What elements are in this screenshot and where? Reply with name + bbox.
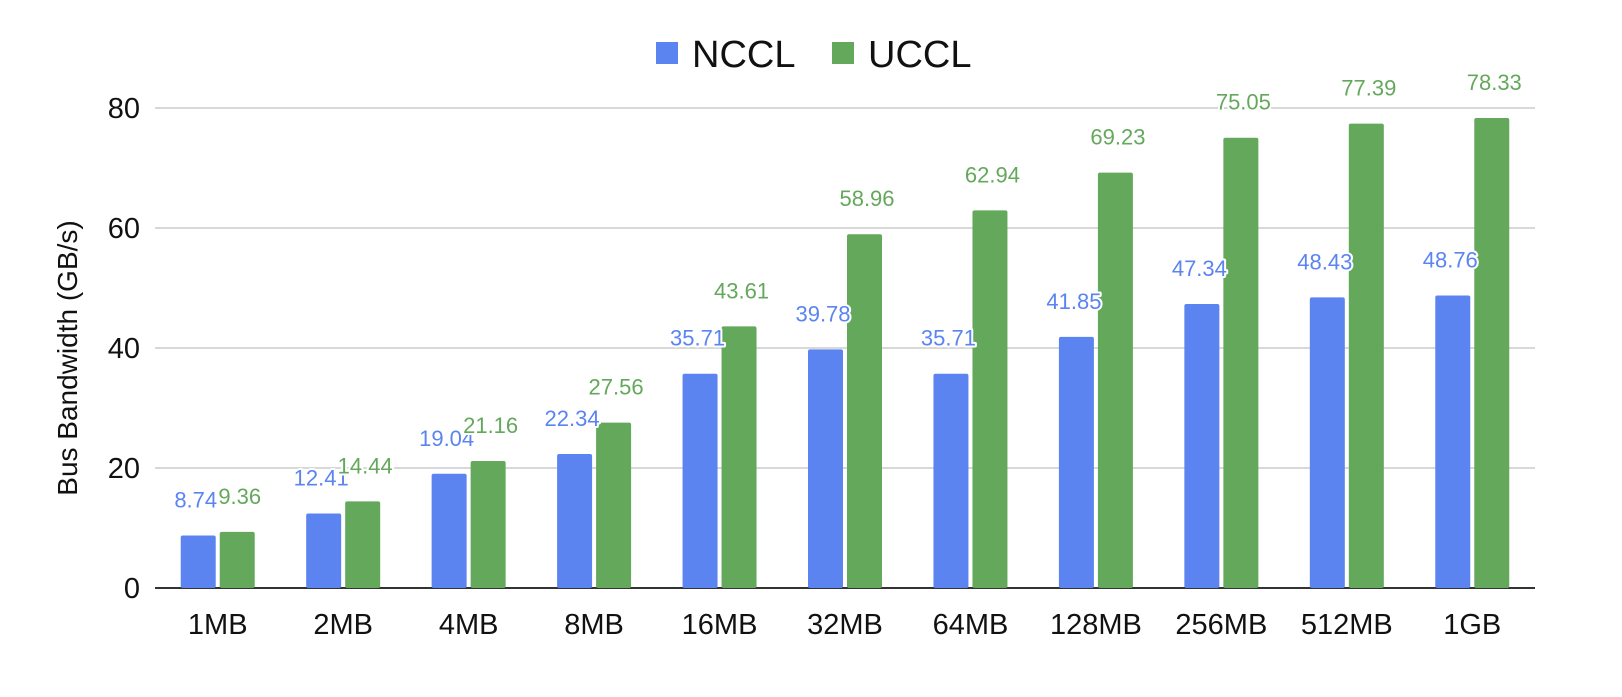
bar-uccl (596, 422, 632, 588)
x-tick-label: 2MB (313, 609, 373, 641)
data-label-uccl: 14.44 (338, 453, 393, 478)
bar-uccl (219, 531, 255, 588)
data-label-nccl: 8.74 (174, 488, 217, 513)
legend-label-uccl: UCCL (868, 34, 971, 76)
data-label-nccl: 41.85 (1046, 289, 1101, 314)
x-tick-label: 1GB (1443, 609, 1501, 641)
legend-label-nccl: NCCL (692, 34, 795, 76)
data-label-uccl: 62.94 (965, 162, 1020, 187)
bar-nccl (180, 535, 216, 588)
data-label-nccl: 39.78 (795, 301, 850, 326)
y-tick-label: 40 (108, 333, 140, 365)
data-label-uccl: 75.05 (1216, 90, 1271, 115)
data-label-uccl: 77.39 (1341, 76, 1396, 101)
x-tick-label: 256MB (1175, 609, 1267, 641)
grid-lines (155, 107, 1535, 589)
data-label-uccl: 78.33 (1467, 70, 1522, 95)
bar-uccl (470, 461, 506, 588)
bar-nccl (682, 373, 718, 588)
x-tick-label: 4MB (439, 609, 499, 641)
data-label-uccl: 21.16 (463, 413, 518, 438)
bar-uccl (847, 234, 882, 589)
legend: NCCL UCCL (656, 34, 971, 76)
bar-nccl (1184, 303, 1220, 588)
data-label-uccl: 43.61 (714, 278, 769, 303)
bar-nccl (1058, 336, 1094, 588)
bar-uccl (721, 326, 757, 588)
bar-nccl (557, 453, 593, 588)
y-tick-label: 0 (124, 573, 140, 605)
data-label-uccl: 9.36 (218, 484, 261, 509)
data-label-uccl: 58.96 (839, 186, 894, 211)
x-tick-label: 16MB (682, 609, 758, 641)
x-tick-label: 1MB (188, 609, 248, 641)
bar-nccl (431, 473, 467, 588)
data-label-nccl: 35.71 (670, 326, 725, 351)
x-tick-label: 512MB (1301, 609, 1393, 641)
bar-nccl (933, 373, 969, 588)
legend-swatch-nccl (656, 42, 678, 64)
data-label-nccl: 47.34 (1172, 256, 1227, 281)
data-label-nccl: 22.34 (545, 406, 600, 431)
data-label-nccl: 48.43 (1297, 249, 1352, 274)
data-label-nccl: 19.04 (419, 426, 474, 451)
bar-uccl (972, 210, 1008, 589)
bar-nccl (808, 349, 843, 588)
x-tick-label: 8MB (564, 609, 624, 641)
bar-nccl (1309, 297, 1345, 588)
y-axis-title: Bus Bandwidth (GB/s) (52, 220, 83, 495)
bars-group (180, 118, 1510, 589)
x-tick-label: 32MB (807, 609, 883, 641)
legend-swatch-uccl (832, 42, 854, 64)
bar-uccl (345, 501, 381, 588)
data-label-uccl: 27.56 (589, 375, 644, 400)
x-tick-labels: 1MB 2MB 4MB 8MB 16MB 32MB 64MB 128MB 256MB 512MB 1… (188, 609, 1501, 641)
x-tick-label: 128MB (1050, 609, 1142, 641)
x-tick-label: 64MB (933, 609, 1009, 641)
y-tick-labels: 0 20 40 60 80 (108, 93, 140, 605)
data-label-nccl: 12.41 (294, 466, 349, 491)
data-label-nccl: 48.76 (1423, 247, 1478, 272)
bar-uccl (1097, 172, 1133, 588)
y-tick-label: 20 (108, 453, 140, 485)
bar-uccl (1223, 137, 1259, 588)
y-tick-label: 80 (108, 93, 140, 125)
bar-uccl (1474, 118, 1510, 589)
y-tick-label: 60 (108, 213, 140, 245)
bar-nccl (1435, 295, 1471, 588)
data-label-nccl: 35.71 (921, 326, 976, 351)
bar-nccl (306, 513, 342, 588)
bar-uccl (1348, 123, 1384, 588)
data-label-uccl: 69.23 (1090, 125, 1145, 150)
